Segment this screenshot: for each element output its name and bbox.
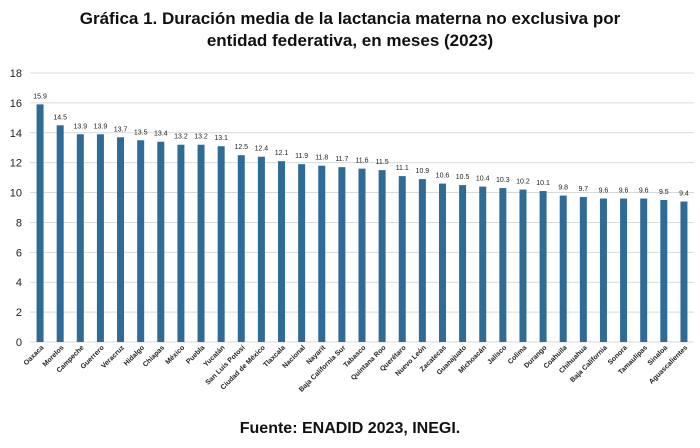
y-axis-ticks: 0 2 4 6 8 10 12 14 16 18 (10, 68, 22, 349)
data-label: 9.6 (599, 188, 609, 195)
data-labels: 15.9 14.5 13.9 13.9 13.7 13.5 13.4 13.2 13.2 13.1… (33, 93, 689, 197)
data-label: 10.5 (456, 174, 470, 181)
bar (56, 125, 64, 342)
y-tick-label: 2 (16, 307, 22, 319)
data-label: 9.8 (558, 185, 568, 192)
bar (76, 134, 84, 342)
y-tick-label: 12 (10, 158, 22, 170)
data-label: 11.9 (295, 153, 308, 160)
chart-title: Gráfica 1. Duración media de la lactanci… (0, 8, 700, 52)
bar (519, 189, 527, 342)
y-tick-label: 10 (10, 188, 22, 200)
bar (640, 198, 648, 342)
bar (338, 167, 346, 342)
bar (257, 156, 265, 342)
data-label: 13.7 (114, 126, 128, 133)
bar (237, 155, 245, 342)
bar (157, 141, 165, 342)
data-label: 11.5 (376, 159, 389, 166)
bar (559, 195, 567, 342)
chart-title-line-2: entidad federativa, en meses (2023) (206, 31, 494, 50)
data-label: 9.6 (639, 188, 649, 195)
data-label: 11.1 (396, 165, 409, 172)
bar (177, 144, 185, 342)
bar (660, 200, 668, 342)
data-label: 9.7 (578, 186, 588, 193)
bar (620, 198, 628, 342)
bar (358, 168, 366, 342)
bar (438, 183, 446, 342)
bar (539, 191, 547, 342)
bar (499, 188, 507, 342)
data-label: 10.6 (436, 173, 450, 180)
data-label: 12.5 (234, 144, 248, 151)
bar (96, 134, 104, 342)
data-label: 11.8 (315, 155, 328, 162)
bar (36, 104, 44, 342)
y-tick-label: 0 (16, 337, 22, 349)
bars (36, 104, 688, 342)
bar (197, 144, 205, 342)
x-axis-labels: OaxacaMorelosCampecheGuerreroVeracruzHid… (23, 344, 690, 394)
data-label: 10.9 (416, 168, 430, 175)
data-label: 9.6 (619, 188, 629, 195)
data-label: 9.5 (659, 189, 669, 196)
y-tick-label: 6 (16, 247, 22, 259)
data-label: 13.2 (194, 134, 208, 141)
bar (278, 161, 286, 342)
y-tick-label: 18 (10, 68, 22, 80)
x-tick-label: Aguascalientes (648, 344, 689, 385)
data-label: 13.9 (94, 123, 108, 130)
data-label: 10.2 (516, 179, 530, 186)
x-tick-label: México (165, 344, 187, 366)
bar (398, 176, 406, 342)
data-label: 11.7 (335, 156, 348, 163)
bar (378, 170, 386, 342)
data-label: 10.4 (476, 176, 490, 183)
source-note: Fuente: ENADID 2023, INEGI. (239, 420, 461, 437)
x-tick-label: Baja California (569, 344, 609, 384)
data-label: 12.1 (275, 150, 289, 157)
data-label: 15.9 (33, 93, 47, 100)
bar (318, 165, 326, 342)
data-label: 10.3 (496, 177, 510, 184)
data-label: 14.5 (53, 114, 67, 121)
bar (217, 146, 225, 342)
data-label: 11.6 (355, 158, 368, 165)
bar (117, 137, 125, 342)
y-tick-label: 14 (10, 128, 22, 140)
x-tick-label: Jalisco (487, 344, 509, 366)
y-tick-label: 8 (16, 217, 22, 229)
data-label: 13.1 (214, 135, 228, 142)
bar (298, 164, 306, 342)
bar (680, 201, 688, 342)
data-label: 12.4 (255, 146, 269, 153)
data-label: 13.2 (174, 134, 188, 141)
data-label: 13.9 (73, 123, 87, 130)
bar (479, 186, 487, 342)
bar (137, 140, 145, 342)
y-tick-label: 16 (10, 98, 22, 110)
chart-title-line-1: Gráfica 1. Duración media de la lactanci… (79, 9, 621, 28)
bar (418, 179, 426, 342)
bar (599, 198, 607, 342)
x-tick-label: Chiapas (142, 344, 166, 368)
data-label: 10.1 (536, 180, 550, 187)
data-label: 9.4 (679, 191, 689, 198)
y-tick-label: 4 (16, 277, 22, 289)
bar (579, 197, 587, 342)
bar (459, 185, 467, 342)
data-label: 13.5 (134, 129, 148, 136)
data-label: 13.4 (154, 131, 168, 138)
